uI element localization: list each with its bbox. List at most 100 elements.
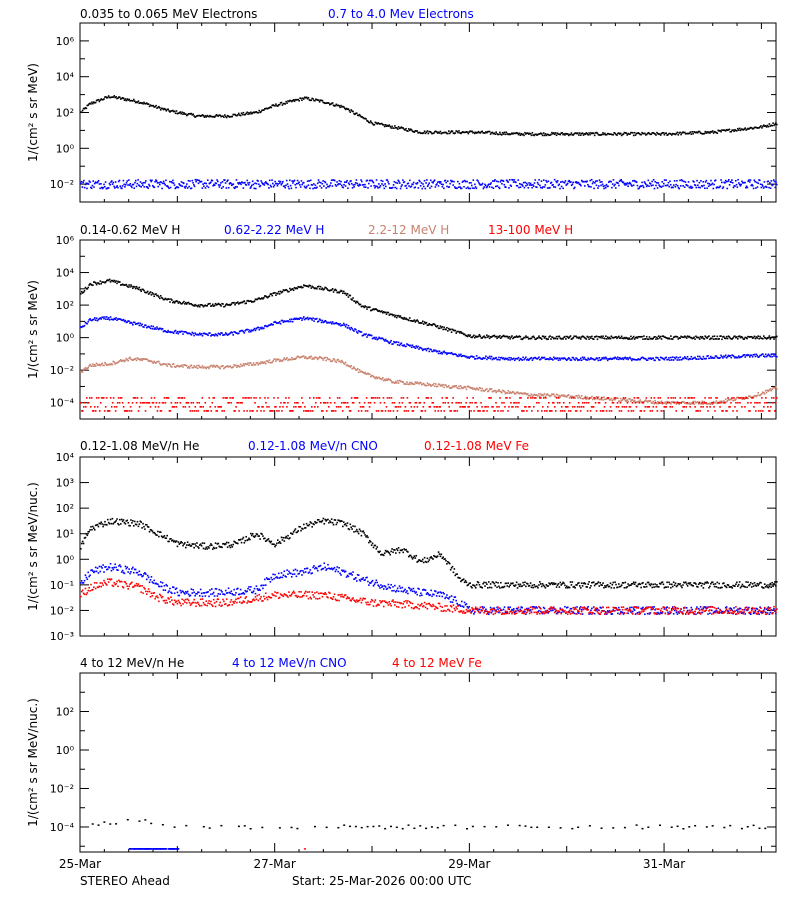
data-point [554,357,557,360]
data-point [648,132,651,135]
data-point [710,357,713,359]
data-point [724,354,727,357]
data-point [81,325,84,328]
data-point [180,365,182,368]
data-point [658,184,660,186]
data-point [284,103,287,105]
data-point [356,182,358,185]
data-point [143,401,146,404]
data-point [499,397,501,399]
data-point [268,107,271,109]
data-point [727,180,729,183]
data-point [281,291,284,293]
data-point [429,187,431,189]
data-point [514,336,517,338]
data-point [393,340,395,343]
data-point [466,180,468,183]
data-point [97,179,100,182]
data-point [730,130,733,133]
data-point [166,331,169,334]
data-point [714,179,717,181]
data-point [434,186,437,188]
y-axis-label: 1/(cm² s sr MeV/nuc.) [26,482,40,611]
data-point [765,186,768,189]
data-point [521,359,523,361]
data-point [323,288,326,290]
data-point [521,338,523,341]
data-point [219,406,221,408]
data-point [108,278,111,281]
data-point [752,187,755,190]
data-point [612,133,615,136]
data-point [113,185,115,188]
data-point [762,124,765,127]
data-point [441,385,444,387]
data-point [116,97,118,100]
data-point [430,385,432,387]
data-point [399,406,402,408]
data-point [733,130,735,133]
data-point [236,186,238,188]
data-point [753,126,756,129]
data-point [422,132,425,134]
data-point [440,410,443,412]
data-point [554,410,557,412]
data-point [773,180,776,183]
data-point [758,337,760,340]
data-point [98,283,101,285]
data-point [240,301,243,304]
data-point [618,358,620,361]
data-point [443,131,445,134]
data-point [668,357,670,359]
data-point [634,358,637,361]
data-point [207,115,209,118]
data-point [350,326,353,329]
data-point [558,401,561,404]
data-point [450,410,453,412]
data-point [184,331,186,333]
data-point [321,410,324,412]
data-point [652,184,654,187]
data-point [130,99,132,102]
data-point [303,185,306,188]
data-point [209,406,212,408]
data-point [592,358,595,361]
data-point [382,379,385,382]
data-point [298,286,300,288]
data-point [492,357,495,359]
data-point [549,186,551,189]
data-point [306,185,308,188]
data-point [327,289,329,291]
data-point [314,287,316,290]
data-point [199,304,202,306]
data-point [218,333,221,335]
data-point [373,336,376,339]
data-point [257,111,260,114]
data-point [481,183,483,186]
data-point [509,391,511,393]
data-point [392,381,394,383]
data-point [421,349,424,352]
data-point [477,335,480,338]
data-point [412,383,415,386]
data-point [680,179,683,181]
data-point [306,285,309,287]
data-point [687,336,690,338]
data-point [461,406,463,408]
data-point [396,128,399,130]
data-point [513,391,515,394]
data-point [303,410,305,412]
data-point [241,301,244,304]
data-point [308,355,311,358]
data-point [436,385,439,388]
data-point [353,366,355,368]
data-point [358,330,361,333]
data-point [432,323,434,326]
data-point [762,187,765,189]
data-point [450,387,453,389]
data-point [232,301,234,304]
data-point [498,336,500,339]
data-point [346,401,349,404]
data-point [269,293,272,295]
data-point [630,410,633,412]
